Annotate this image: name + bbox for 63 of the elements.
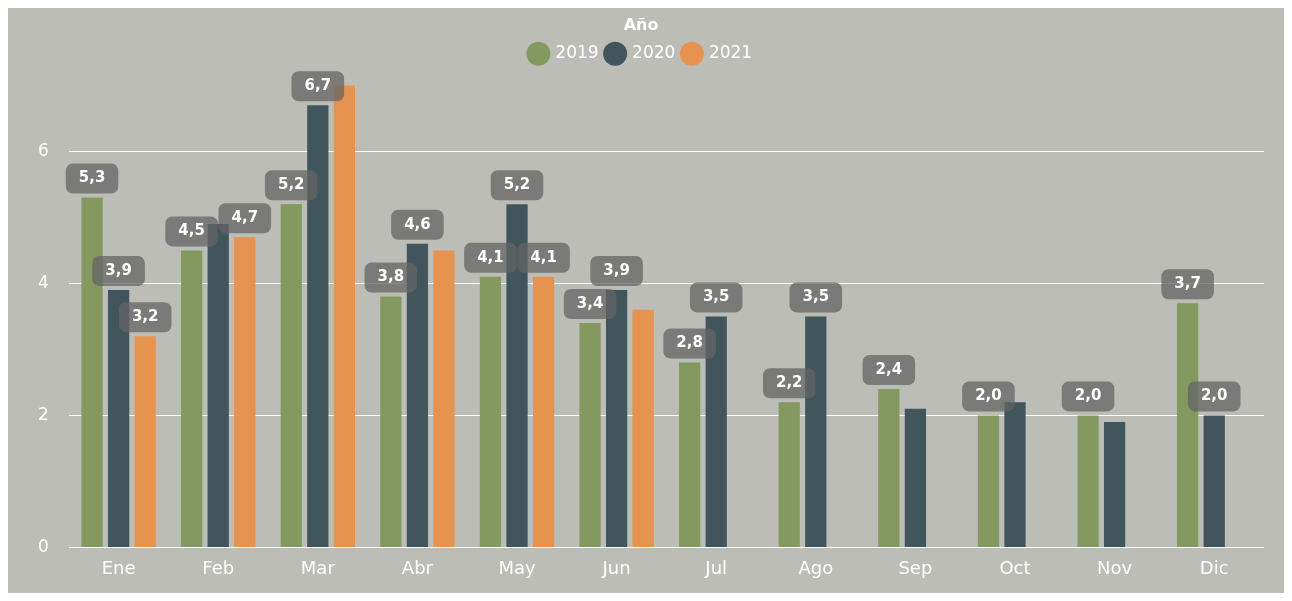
- x-tick-label: Ago: [798, 556, 834, 578]
- y-tick-label: 0: [37, 535, 49, 556]
- legend-label: 2019: [555, 42, 599, 63]
- data-label: 2,2: [775, 373, 803, 392]
- data-label: 5,3: [78, 168, 106, 187]
- data-label: 3,9: [105, 260, 132, 279]
- data-label: 4,7: [231, 208, 259, 227]
- bar: [579, 323, 601, 547]
- data-label: 5,2: [503, 175, 531, 194]
- y-tick-label: 2: [37, 403, 49, 424]
- bar: [406, 243, 429, 547]
- data-label: 3,5: [702, 287, 730, 306]
- data-label: 3,9: [603, 260, 630, 279]
- bar: [778, 402, 800, 547]
- data-label: 2,4: [875, 359, 903, 378]
- data-label: 2,0: [1200, 386, 1228, 405]
- data-label: 3,7: [1174, 274, 1201, 293]
- data-label: 4,6: [404, 214, 431, 233]
- bar: [234, 237, 256, 547]
- x-tick-label: Dic: [1199, 556, 1229, 578]
- bar: [878, 389, 900, 547]
- x-tick-label: Feb: [202, 556, 235, 578]
- data-label: 3,5: [802, 287, 830, 306]
- bar: [1203, 415, 1225, 547]
- bar: [380, 296, 402, 547]
- x-tick-label: Mar: [300, 556, 336, 578]
- data-label: 3,8: [377, 267, 405, 286]
- x-tick-label: Nov: [1097, 556, 1133, 578]
- y-tick-label: 4: [37, 271, 49, 292]
- data-label: 3,2: [131, 307, 159, 326]
- data-label: 6,7: [304, 76, 332, 95]
- bar: [479, 276, 502, 547]
- bar: [1103, 422, 1126, 547]
- bar: [433, 250, 455, 547]
- bar: [679, 362, 701, 547]
- data-label: 2,0: [1074, 386, 1102, 405]
- data-label: 3,4: [576, 293, 604, 312]
- x-tick-label: Ene: [101, 556, 136, 578]
- legend-label: 2020: [632, 42, 676, 63]
- bar: [181, 250, 203, 547]
- bar: [532, 276, 555, 547]
- x-tick-label: Oct: [999, 556, 1031, 578]
- data-label: 5,2: [277, 175, 305, 194]
- y-tick-label: 6: [37, 139, 49, 160]
- x-tick-label: Jul: [704, 556, 728, 578]
- data-label: 4,1: [530, 247, 557, 266]
- bar: [134, 336, 156, 547]
- bar: [1077, 415, 1099, 547]
- data-label: 4,5: [178, 221, 205, 240]
- x-tick-label: Jun: [601, 556, 631, 578]
- legend-title: Año: [623, 15, 659, 35]
- bar: [107, 290, 130, 547]
- data-label: 2,8: [676, 333, 703, 352]
- bar: [632, 309, 654, 547]
- x-tick-label: Sep: [898, 556, 933, 578]
- x-tick-label: May: [498, 556, 536, 578]
- legend-label: 2021: [708, 42, 753, 63]
- data-label: 4,1: [477, 247, 504, 266]
- bar: [280, 204, 302, 547]
- x-tick-label: Abr: [401, 556, 434, 578]
- bar: [977, 415, 1000, 547]
- bar: [904, 408, 927, 547]
- data-label: 2,0: [975, 386, 1002, 405]
